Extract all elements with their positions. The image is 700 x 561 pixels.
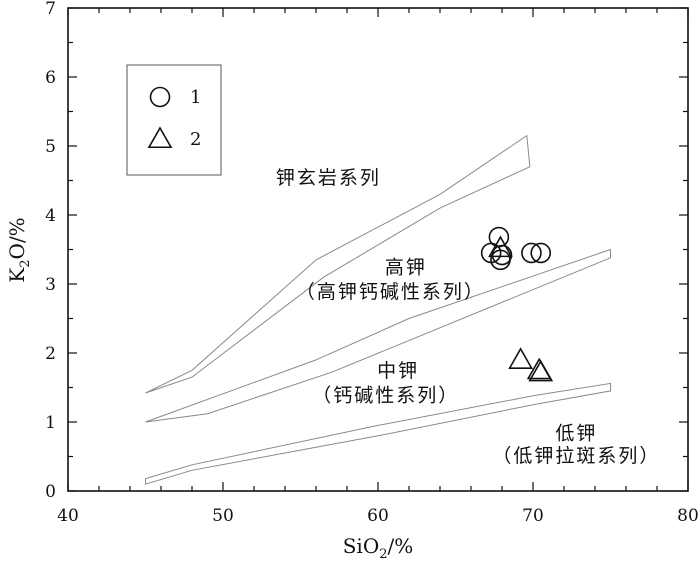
data-point-triangle	[508, 347, 533, 369]
boundary-band-2	[145, 248, 611, 423]
y-tick-label: 2	[45, 344, 56, 364]
x-tick-label: 80	[677, 506, 699, 526]
data-point-circle	[530, 242, 552, 264]
data-point-triangle	[528, 359, 554, 382]
axis-ticks	[67, 7, 689, 492]
data-points	[480, 226, 554, 382]
region-label-low-k: 低钾	[555, 422, 597, 444]
data-point-circle	[521, 242, 542, 264]
boundary-band-3	[145, 382, 611, 485]
legend-symbol-triangle	[147, 126, 173, 149]
legend-box	[126, 64, 222, 176]
legend: 12	[126, 64, 222, 176]
boundary-band-1	[145, 134, 531, 394]
legend-label: 1	[190, 87, 201, 108]
y-tick-label: 4	[45, 206, 56, 226]
y-tick-label: 0	[45, 482, 56, 502]
region-label-high-k-sub: （高钾钙碱性系列）	[296, 281, 485, 303]
x-tick-label: 60	[367, 506, 389, 526]
data-point-triangle	[488, 235, 513, 258]
y-tick-label: 1	[45, 413, 56, 433]
region-label-shoshonite: 钾玄岩系列	[276, 167, 381, 189]
region-label-high-k: 高钾	[385, 257, 427, 279]
x-tick-label: 50	[212, 506, 234, 526]
x-axis-title: SiO2/%	[343, 534, 414, 561]
x-tick-label: 40	[57, 506, 79, 526]
region-label-medium-k: 中钾	[377, 360, 419, 382]
y-tick-label: 5	[45, 137, 56, 157]
y-tick-label: 7	[45, 0, 56, 19]
region-label-medium-k-sub: （钙碱性系列）	[312, 384, 459, 406]
region-label-low-k-sub: （低钾拉斑系列）	[492, 445, 660, 467]
boundary-lines	[145, 134, 611, 485]
y-axis-title: K2O/%	[5, 217, 33, 282]
legend-symbol-circle	[149, 86, 171, 108]
y-tick-label: 3	[45, 275, 56, 295]
y-tick-label: 6	[45, 68, 56, 88]
legend-label: 2	[190, 129, 201, 150]
data-point-circle	[490, 249, 511, 271]
x-tick-label: 70	[522, 506, 544, 526]
